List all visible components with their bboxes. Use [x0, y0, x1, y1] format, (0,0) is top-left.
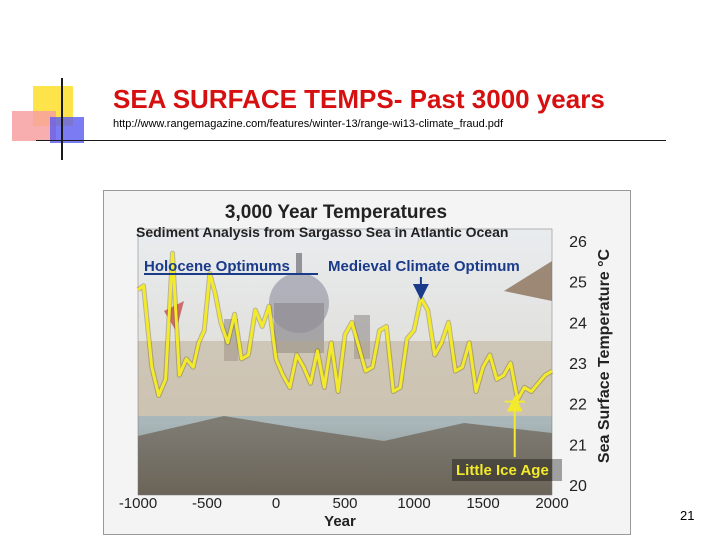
x-tick-label: 2000 — [535, 495, 568, 512]
page-number: 21 — [680, 508, 695, 523]
annotations-group: Holocene Optimums Medieval Climate Optimu… — [144, 258, 562, 481]
temperature-chart: -1000 -500 0 500 1000 1500 200020212223242526 … — [104, 191, 630, 534]
decorative-vertical-line — [61, 78, 63, 160]
x-tick-label: 0 — [272, 495, 280, 512]
x-tick-label: 1500 — [466, 495, 499, 512]
y-tick-label: 21 — [569, 437, 587, 454]
chart-frame: -1000 -500 0 500 1000 1500 2000 20 21 22 23 24 25 26 … — [103, 190, 631, 535]
x-tick-label: 500 — [332, 495, 357, 512]
slide-title: SEA SURFACE TEMPS- Past 3000 years — [113, 84, 605, 114]
annotation-medieval-climate-optimum: Medieval Climate Optimum — [328, 258, 520, 275]
y-tick-label: 24 — [569, 315, 587, 332]
chart-title: 3,000 Year Temperatures — [225, 202, 447, 223]
x-axis-label: Year — [324, 513, 356, 530]
x-tick-label: -500 — [192, 495, 222, 512]
little-ice-age-label-bg — [452, 459, 562, 481]
y-tick-label: 26 — [569, 234, 587, 251]
title-divider-line — [36, 140, 666, 141]
temperature-line — [137, 251, 553, 402]
background-painting — [104, 191, 630, 534]
y-tick-label: 25 — [569, 275, 587, 292]
y-tick-label: 20 — [569, 478, 587, 495]
x-tick-label: -1000 — [119, 495, 157, 512]
series-group — [136, 250, 554, 403]
y-tick-label: 22 — [569, 397, 587, 414]
chart-subtitle: Sediment Analysis from Sargasso Sea in A… — [136, 224, 508, 240]
y-axis-label: Sea Surface Temperature °C — [596, 248, 613, 463]
annotation-holocene-optimums: Holocene Optimums — [144, 258, 290, 275]
source-url: http://www.rangemagazine.com/features/wi… — [113, 118, 504, 130]
decorative-blue-square — [50, 117, 84, 143]
annotation-little-ice-age: Little Ice Age — [456, 462, 549, 479]
x-tick-label: 1000 — [397, 495, 430, 512]
y-tick-label: 23 — [569, 356, 587, 373]
decorative-red-square — [12, 111, 56, 141]
